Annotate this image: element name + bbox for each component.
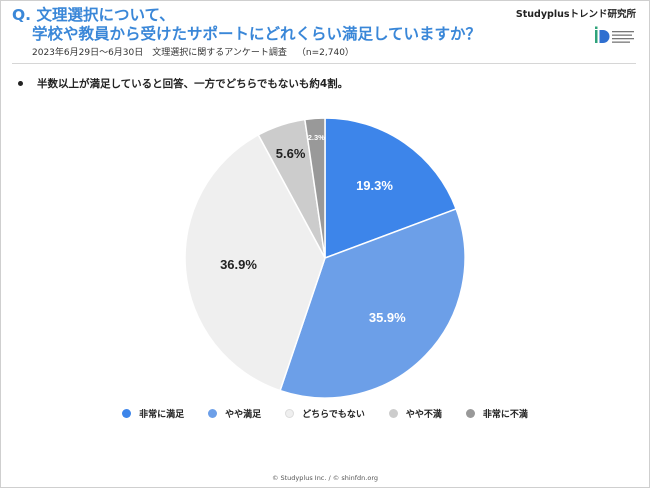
legend-swatch-icon [465, 409, 475, 418]
legend-swatch-icon [208, 409, 218, 418]
brand-logo-icon [595, 26, 634, 43]
legend-label: 非常に満足 [139, 410, 185, 420]
question-title-line2: 学校や教員から受けたサポートにどれくらい満足していますか？ [32, 25, 482, 43]
legend-label: どちらでもない [302, 410, 365, 420]
pie-slice-1 [279, 207, 466, 399]
pie-slice-label-2: 36.9% [220, 257, 257, 272]
survey-date-name: 2023年6月29日〜6月30日 文理選択に関するアンケート調査 [32, 48, 287, 58]
brand-name: Studyplusトレンド研究所 [515, 9, 636, 20]
legend-item-3: やや不満 [388, 407, 442, 420]
legend-item-0: 非常に満足 [122, 407, 184, 420]
pie-slice-0 [324, 117, 458, 260]
legend-label: 非常に不満 [482, 410, 528, 420]
bullet-dot-icon [18, 80, 23, 86]
question-title: Q. 文理選択について、 学校や教員から受けたサポートにどれくらい満足しています… [12, 6, 492, 44]
survey-subtitle: 2023年6月29日〜6月30日 文理選択に関するアンケート調査 （n=2,740… [32, 45, 354, 58]
legend-swatch-icon [285, 409, 295, 418]
legend-item-4: 非常に不満 [465, 407, 528, 420]
summary-bullet: 半数以上が満足していると回答、一方でどちらでもないも約4割。 [18, 76, 348, 91]
question-title-line1: Q. 文理選択について、 [12, 6, 175, 24]
pie-slice-2 [184, 133, 326, 392]
pie-slice-label-4: 2.3% [308, 133, 325, 142]
legend-item-2: どちらでもない [285, 407, 365, 420]
brand-block: Studyplusトレンド研究所 [515, 6, 636, 43]
header-divider [12, 63, 636, 64]
legend-label: やや満足 [225, 410, 262, 420]
copyright-footer: © Studyplus Inc. / © shinfdn.org [271, 474, 379, 482]
chart-legend: 非常に満足 やや満足 どちらでもない やや不満 非常に不満 [0, 407, 650, 420]
legend-swatch-icon [388, 409, 398, 418]
legend-item-1: やや満足 [208, 407, 261, 420]
pie-slice-4 [303, 117, 326, 259]
legend-swatch-icon [122, 409, 132, 418]
legend-label: やや不満 [405, 410, 442, 420]
pie-slice-label-1: 35.9% [369, 310, 406, 325]
pie-slice-label-3: 5.6% [276, 146, 306, 161]
summary-text: 半数以上が満足していると回答、一方でどちらでもないも約4割。 [37, 78, 349, 90]
pie-slice-label-0: 19.3% [356, 178, 393, 193]
sample-size: （n=2,740） [296, 48, 354, 58]
